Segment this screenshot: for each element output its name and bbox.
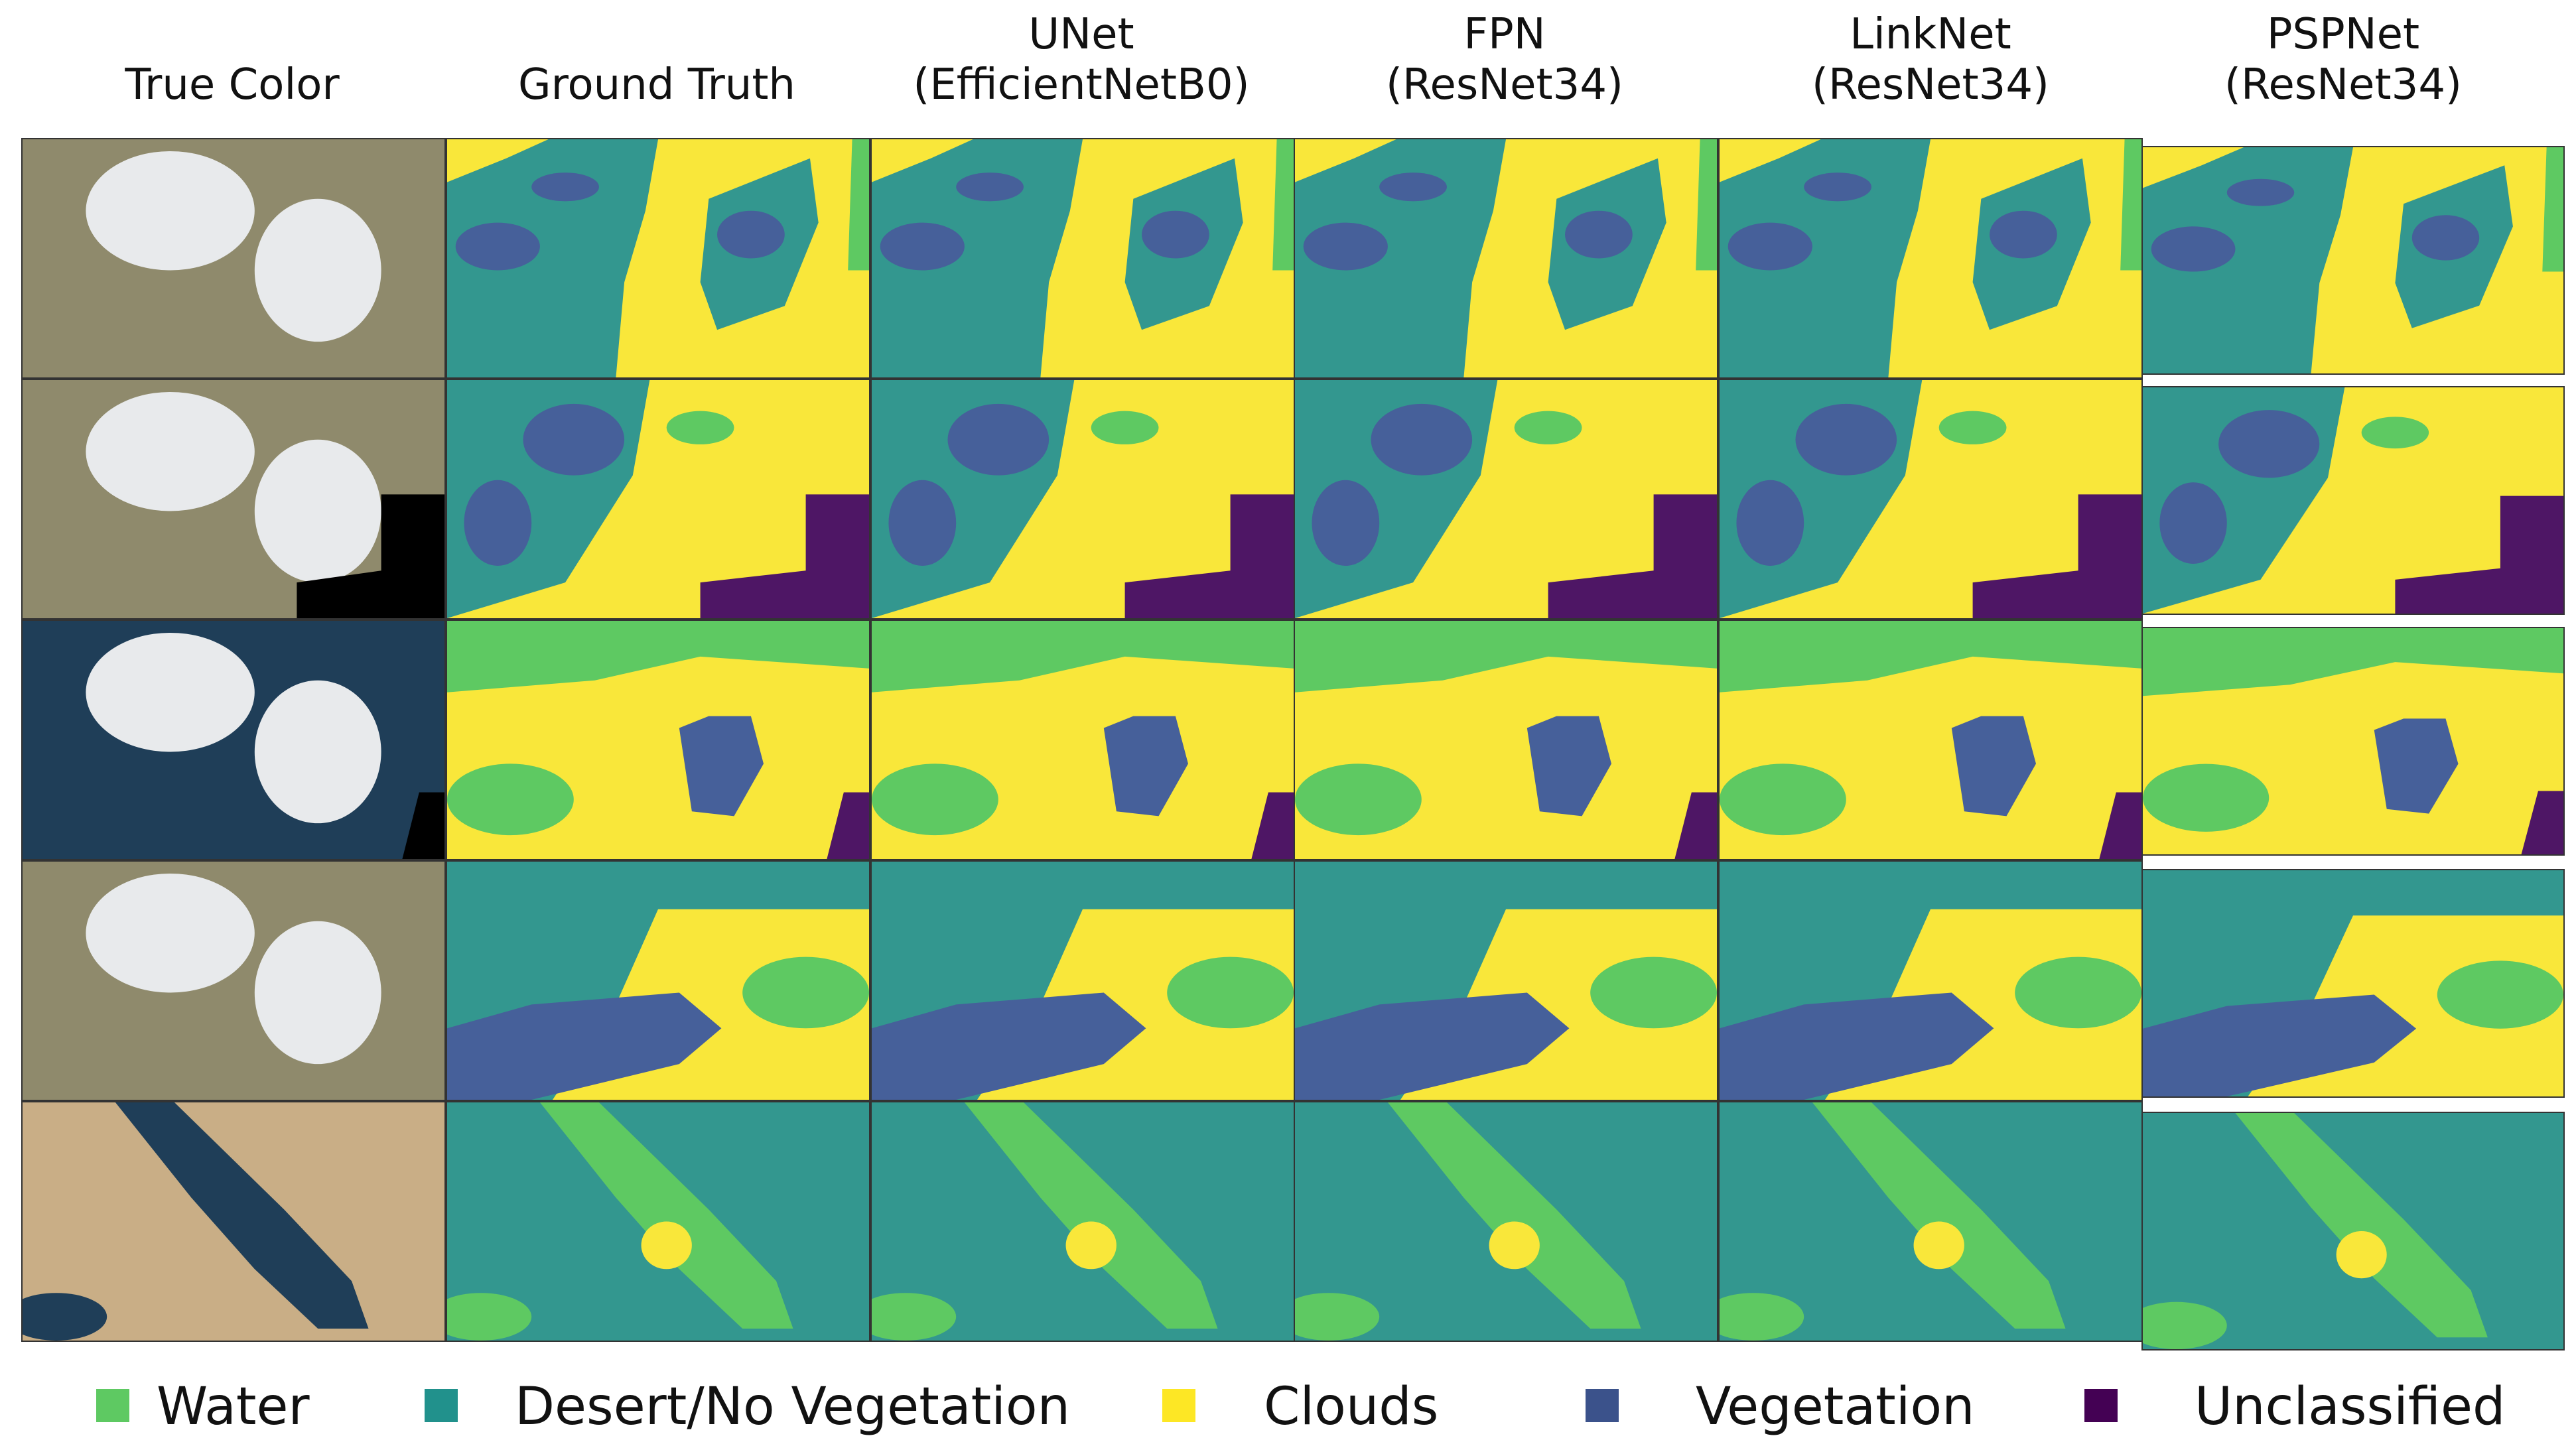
tile-true-color-row-1 xyxy=(21,138,446,379)
legend-label-water: Water xyxy=(157,1377,310,1437)
legend-swatch-desert xyxy=(425,1389,458,1422)
legend-label-vegetation: Vegetation xyxy=(1696,1377,1975,1437)
column-header-ground-truth: Ground Truth xyxy=(518,60,795,109)
tile-linknet-row-3 xyxy=(1718,620,2143,860)
tile-unet-row-3 xyxy=(870,620,1295,860)
legend-label-unclassified: Unclassified xyxy=(2195,1377,2506,1437)
tile-unet-row-1 xyxy=(870,138,1295,379)
tile-ground-truth-row-2 xyxy=(446,379,870,620)
tile-ground-truth-row-4 xyxy=(446,860,870,1101)
tile-pspnet-row-1 xyxy=(2141,146,2565,375)
legend-label-clouds: Clouds xyxy=(1264,1377,1439,1437)
legend-swatch-vegetation xyxy=(1586,1389,1619,1422)
tile-pspnet-row-4 xyxy=(2141,869,2565,1098)
column-header-true-color: True Color xyxy=(125,60,340,109)
tile-unet-row-2 xyxy=(870,379,1295,620)
tile-ground-truth-row-3 xyxy=(446,620,870,860)
legend-swatch-water xyxy=(96,1389,129,1422)
tile-ground-truth-row-1 xyxy=(446,138,870,379)
tile-fpn-row-4 xyxy=(1294,860,1718,1101)
tile-true-color-row-3 xyxy=(21,620,446,860)
tile-linknet-row-1 xyxy=(1718,138,2143,379)
tile-fpn-row-3 xyxy=(1294,620,1718,860)
legend-swatch-clouds xyxy=(1162,1389,1195,1422)
tile-pspnet-row-5 xyxy=(2141,1112,2565,1350)
tile-linknet-row-4 xyxy=(1718,860,2143,1101)
tile-pspnet-row-2 xyxy=(2141,386,2565,615)
tile-linknet-row-5 xyxy=(1718,1101,2143,1342)
tile-fpn-row-2 xyxy=(1294,379,1718,620)
legend-swatch-unclassified xyxy=(2084,1389,2118,1422)
legend-label-desert: Desert/No Vegetation xyxy=(515,1377,1071,1437)
tile-true-color-row-5 xyxy=(21,1101,446,1342)
tile-unet-row-5 xyxy=(870,1101,1295,1342)
tile-unet-row-4 xyxy=(870,860,1295,1101)
tile-true-color-row-2 xyxy=(21,379,446,620)
column-header-fpn: FPN (ResNet34) xyxy=(1385,10,1624,109)
column-header-pspnet: PSPNet (ResNet34) xyxy=(2224,10,2463,109)
tile-fpn-row-5 xyxy=(1294,1101,1718,1342)
tile-ground-truth-row-5 xyxy=(446,1101,870,1342)
tile-true-color-row-4 xyxy=(21,860,446,1101)
tile-pspnet-row-3 xyxy=(2141,627,2565,856)
tile-linknet-row-2 xyxy=(1718,379,2143,620)
column-header-linknet: LinkNet (ResNet34) xyxy=(1811,10,2050,109)
column-header-unet: UNet (EfficientNetB0) xyxy=(913,10,1250,109)
tile-fpn-row-1 xyxy=(1294,138,1718,379)
